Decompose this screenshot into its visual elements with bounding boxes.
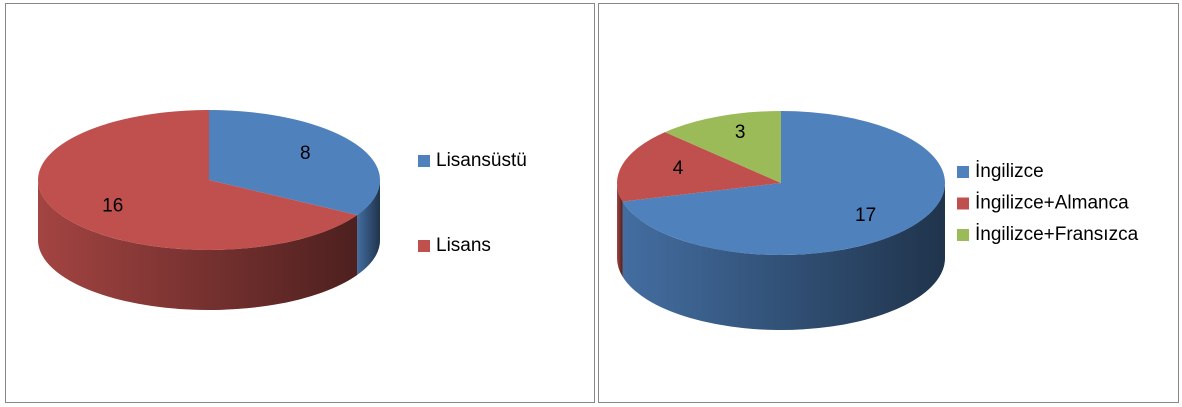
- pie-slice: [622, 111, 945, 255]
- pie-side-shade: [357, 180, 380, 275]
- data-label: 17: [855, 205, 876, 226]
- legend-swatch: [957, 197, 969, 210]
- data-label: 3: [735, 122, 746, 143]
- pie-side-shade: [38, 180, 358, 310]
- pie-slice: [665, 111, 781, 183]
- legend-swatch: [418, 155, 430, 167]
- legend-swatch: [418, 240, 430, 252]
- legend-swatch: [957, 229, 969, 241]
- pie-slice: [37, 110, 358, 250]
- legend-swatch: [957, 166, 969, 178]
- pie-side-shade: [617, 183, 623, 277]
- data-label: 4: [673, 158, 684, 179]
- legend-label: Lisansüstü: [436, 150, 527, 171]
- legend-label: Lisans: [436, 235, 491, 256]
- pie-slice: [616, 132, 781, 202]
- pie-slice: [209, 110, 380, 215]
- legend-label: İngilizce+Fransızca: [975, 224, 1139, 245]
- legend-label: İngilizce+Almanca: [975, 193, 1129, 214]
- data-label: 16: [102, 195, 123, 216]
- pie-side-shade: [622, 183, 945, 331]
- legend-label: İngilizce: [975, 161, 1044, 182]
- data-label: 8: [300, 143, 311, 164]
